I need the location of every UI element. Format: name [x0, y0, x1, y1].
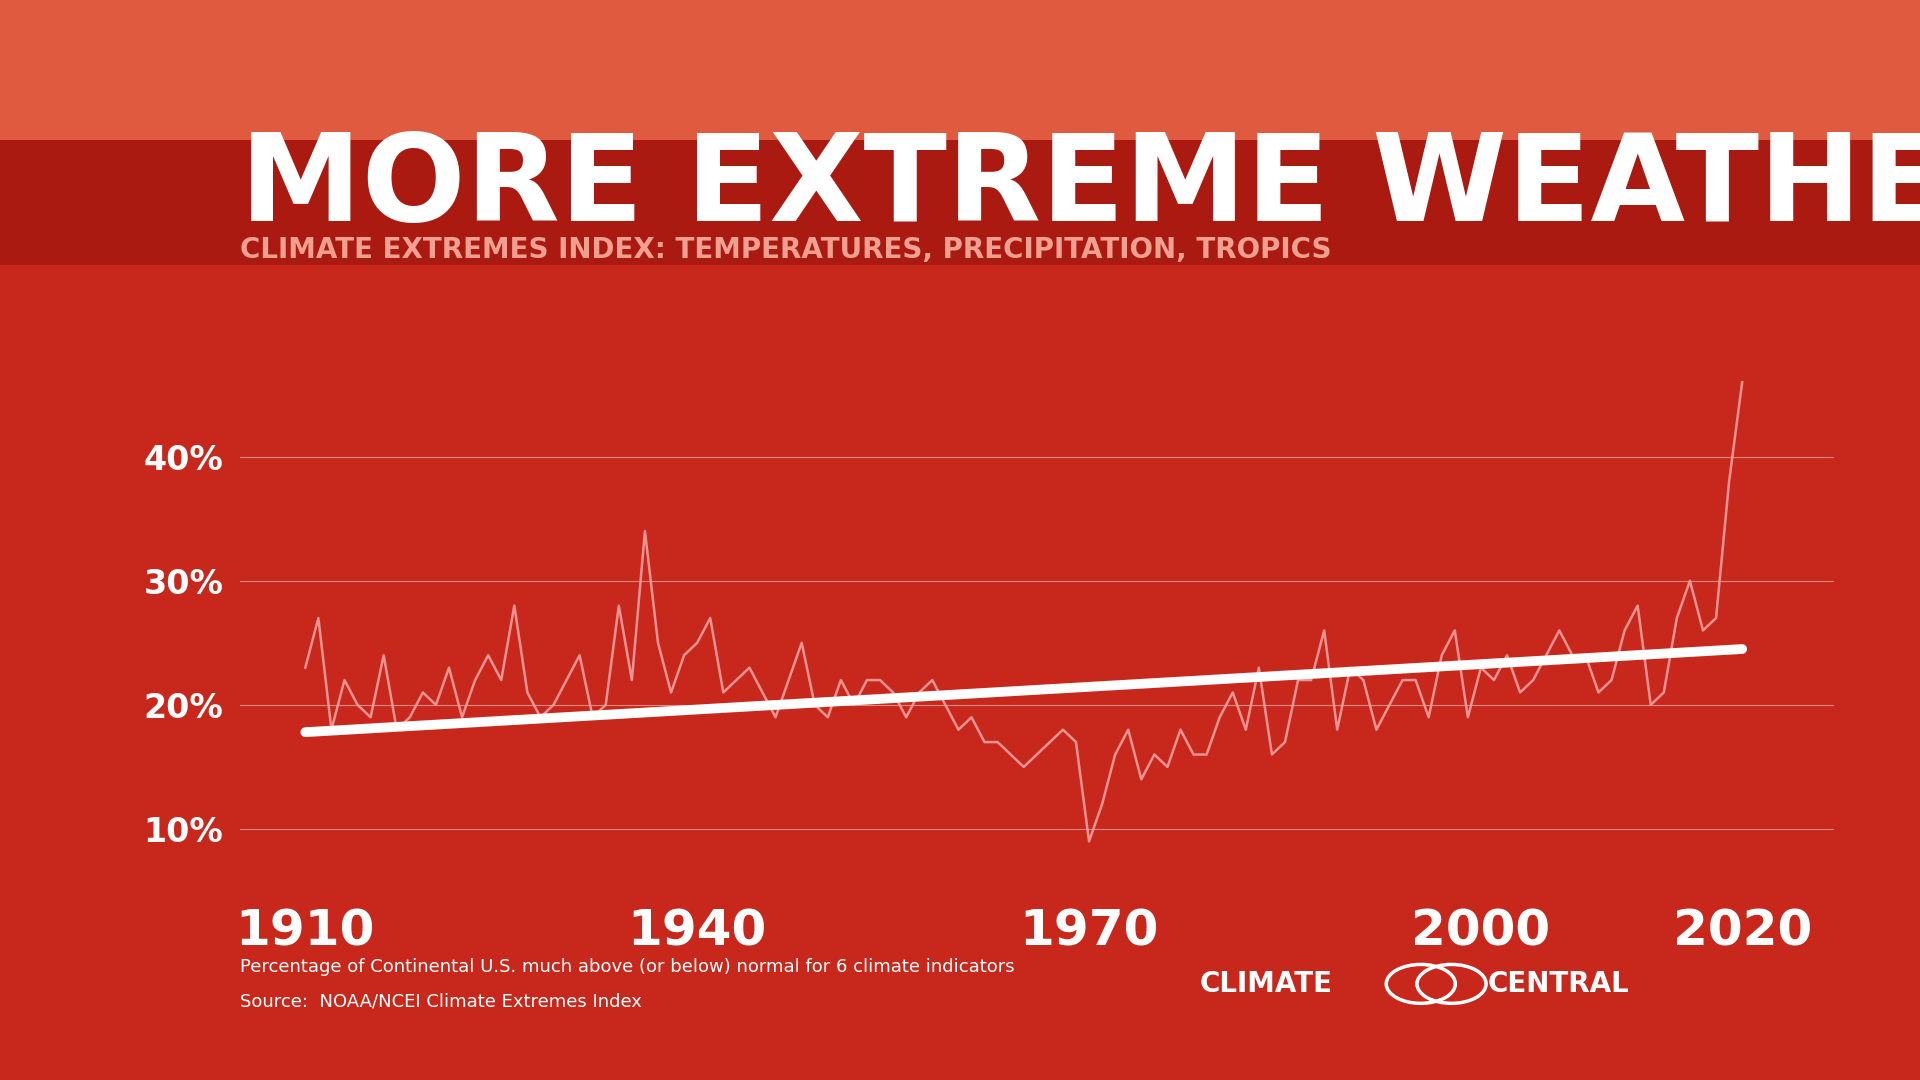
Text: CENTRAL: CENTRAL: [1488, 970, 1630, 998]
Text: CLIMATE: CLIMATE: [1200, 970, 1332, 998]
Text: Source:  NOAA/NCEI Climate Extremes Index: Source: NOAA/NCEI Climate Extremes Index: [240, 993, 641, 1010]
Text: Percentage of Continental U.S. much above (or below) normal for 6 climate indica: Percentage of Continental U.S. much abov…: [240, 958, 1014, 975]
Text: MORE EXTREME WEATHER: MORE EXTREME WEATHER: [240, 130, 1920, 246]
Text: CLIMATE EXTREMES INDEX: TEMPERATURES, PRECIPITATION, TROPICS: CLIMATE EXTREMES INDEX: TEMPERATURES, PR…: [240, 235, 1331, 264]
